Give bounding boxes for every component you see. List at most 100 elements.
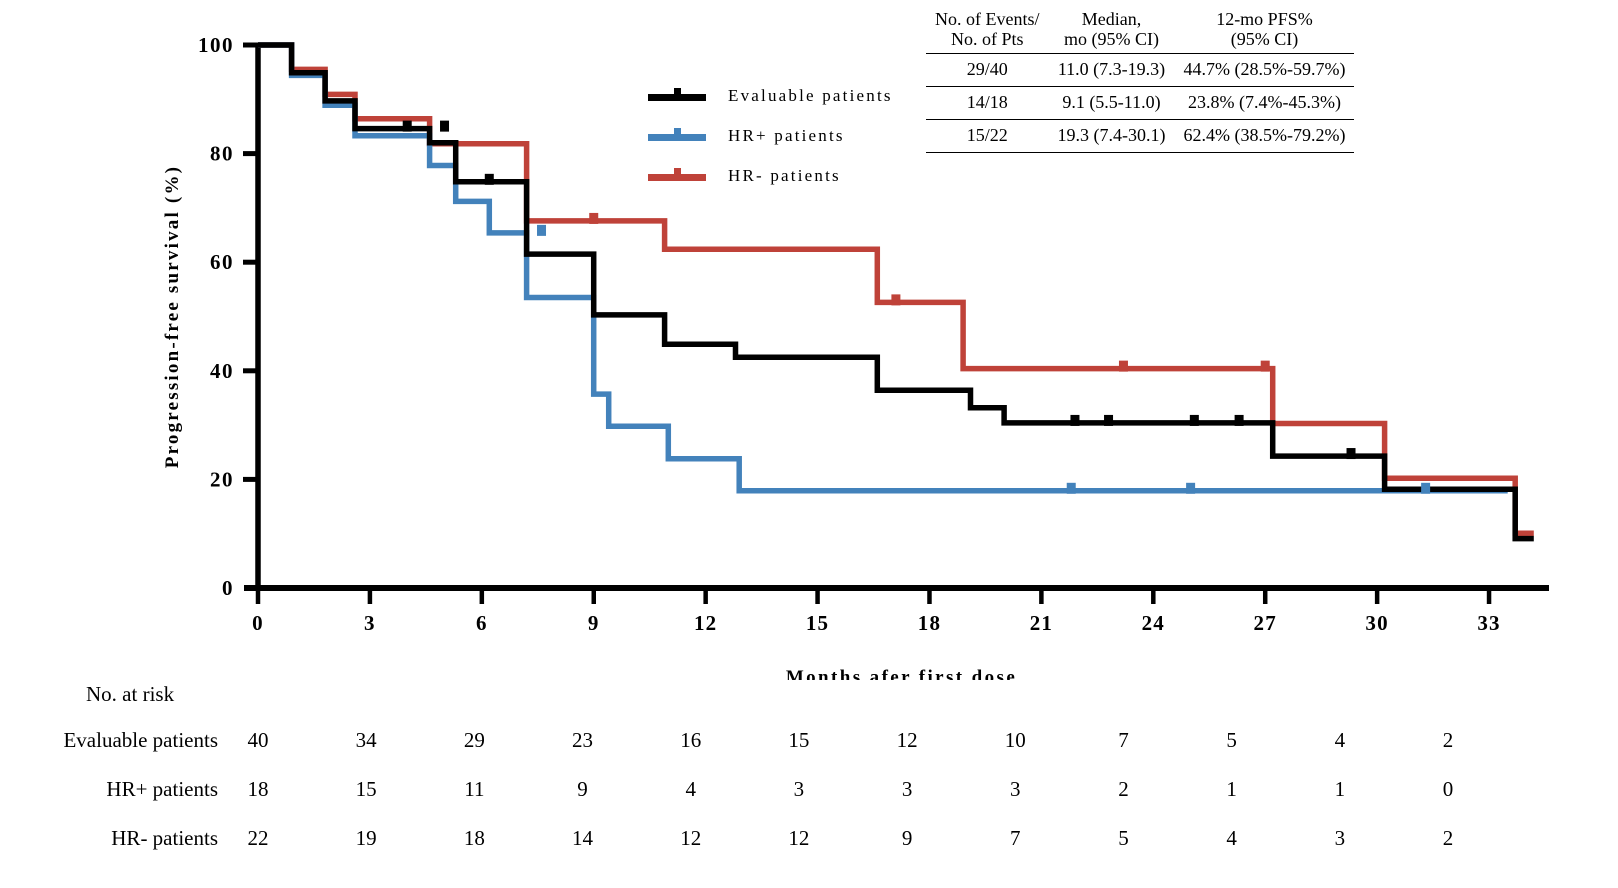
y-tick-label: 40 — [210, 359, 234, 383]
risk-cell: 12 — [896, 728, 918, 752]
censor-tick-2 — [589, 212, 599, 224]
x-tick-label: 18 — [918, 611, 941, 635]
censor-tick-0 — [1189, 414, 1199, 426]
risk-row-label: Evaluable patients — [63, 728, 218, 752]
risk-cell: 29 — [463, 728, 485, 752]
censor-tick-0 — [1070, 414, 1080, 426]
risk-cell: 15 — [788, 728, 810, 752]
cell-pfs12: 23.8% (7.4%-45.3%) — [1187, 92, 1341, 113]
risk-cell: 5 — [1226, 728, 1237, 752]
risk-cell: 10 — [1004, 728, 1026, 752]
risk-cell: 23 — [572, 728, 594, 752]
risk-cell: 4 — [685, 777, 696, 801]
risk-cell: 9 — [901, 826, 913, 850]
x-axis-title: Months afer first dose — [786, 667, 1017, 680]
censor-tick-2 — [891, 294, 901, 306]
risk-row-label: HR- patients — [111, 826, 218, 850]
x-tick-label: 9 — [588, 611, 600, 635]
x-tick-label: 12 — [694, 611, 717, 635]
legend-series-list: Evaluable patients HR+ patients HR- patien… — [648, 76, 918, 196]
legend-item-label: Evaluable patients — [728, 86, 893, 105]
cell-pfs12: 62.4% (38.5%-79.2%) — [1183, 124, 1346, 145]
legend-censor-tick-icon — [674, 88, 681, 101]
risk-cell: 4 — [1334, 728, 1346, 752]
risk-cell: 18 — [463, 826, 485, 850]
cell-events: 29/40 — [966, 59, 1008, 80]
plot-area: 0 20 40 60 80 100 Progression-free survival (%… — [162, 33, 1549, 680]
risk-cell: 2 — [1442, 728, 1454, 752]
risk-cell: 7 — [1010, 826, 1021, 850]
legend-item-0[interactable]: Evaluable patients — [648, 76, 918, 116]
x-tick-label: 6 — [476, 611, 488, 635]
risk-cell: 14 — [572, 826, 594, 850]
y-axis-title: Progression-free survival (%) — [162, 165, 183, 468]
series-line-0 — [258, 42, 1534, 542]
censor-tick-1 — [1066, 482, 1076, 494]
km-survival-chart: 0 20 40 60 80 100 Progression-free survival (%… — [162, 33, 1549, 680]
risk-row-0: Evaluable patients 40 34 29 23 16 15 12 10 7 5 4 2 — [0, 728, 1618, 776]
risk-row-1: HR+ patients 18 15 11 9 4 3 3 3 2 1 1 0 — [0, 777, 1618, 825]
legend-line-swatch-icon — [648, 125, 706, 147]
risk-cell: 3 — [1010, 777, 1021, 801]
x-tick-label: 21 — [1030, 611, 1053, 635]
legend-line-swatch-icon — [648, 85, 706, 107]
number-at-risk-table: No. at risk Evaluable patients 40 34 29 23 16… — [0, 672, 1618, 888]
table-row: 14/18 9.1 (5.5-11.0) 23.8% (7.4%-45.3%) — [926, 87, 1355, 120]
censor-tick-2 — [1260, 360, 1270, 372]
x-tick-label: 33 — [1477, 611, 1500, 635]
risk-cell: 11 — [464, 777, 485, 801]
risk-cell: 2 — [1442, 826, 1454, 850]
x-tick-label: 3 — [364, 611, 376, 635]
risk-cell: 34 — [355, 728, 377, 752]
legend-line-swatch-icon — [648, 165, 706, 187]
risk-cell: 1 — [1226, 777, 1237, 801]
censor-tick-1 — [537, 224, 547, 236]
risk-cell: 22 — [247, 826, 269, 850]
risk-cell: 3 — [793, 777, 805, 801]
x-tick-label: 27 — [1254, 611, 1277, 635]
censor-tick-0 — [1234, 414, 1244, 426]
x-tick-label: 15 — [806, 611, 829, 635]
risk-cell: 2 — [1118, 777, 1129, 801]
stats-header-events: No. of Events/ No. of Pts — [935, 9, 1040, 50]
legend-censor-tick-icon — [674, 128, 681, 141]
legend-item-1[interactable]: HR+ patients — [648, 116, 918, 156]
risk-table-title: No. at risk — [86, 682, 175, 706]
risk-cell: 15 — [355, 777, 377, 801]
risk-cell: 12 — [788, 826, 810, 850]
cell-median: 19.3 (7.4-30.1) — [1057, 124, 1166, 145]
censor-tick-0 — [440, 120, 450, 132]
stats-header-row: No. of Events/ No. of Pts Median, mo (95… — [926, 8, 1355, 54]
risk-cell: 1 — [1334, 777, 1346, 801]
risk-cell: 16 — [680, 728, 702, 752]
risk-row-label: HR+ patients — [106, 777, 218, 801]
risk-cell: 9 — [577, 777, 588, 801]
legend-item-2[interactable]: HR- patients — [648, 156, 918, 196]
risk-cell: 12 — [680, 826, 702, 850]
risk-cell: 7 — [1118, 728, 1129, 752]
y-tick-label: 60 — [210, 250, 234, 274]
table-row: 29/40 11.0 (7.3-19.3) 44.7% (28.5%-59.7%… — [926, 54, 1355, 87]
x-tick-label: 0 — [252, 611, 264, 635]
legend-item-label: HR+ patients — [728, 126, 845, 145]
stats-header-pfs12: 12-mo PFS% (95% CI) — [1216, 9, 1313, 50]
legend-block: Evaluable patients HR+ patients HR- patien… — [648, 8, 1408, 208]
cell-median: 9.1 (5.5-11.0) — [1062, 92, 1161, 113]
y-tick-label: 20 — [210, 467, 234, 491]
censor-tick-1 — [1421, 482, 1431, 494]
cell-pfs12: 44.7% (28.5%-59.7%) — [1183, 59, 1346, 80]
risk-cell: 3 — [1334, 826, 1346, 850]
cell-events: 14/18 — [966, 92, 1008, 113]
stats-header-median: Median, mo (95% CI) — [1063, 9, 1159, 50]
table-row: 15/22 19.3 (7.4-30.1) 62.4% (38.5%-79.2%… — [926, 119, 1355, 153]
legend-censor-tick-icon — [674, 168, 681, 181]
risk-cell: 19 — [355, 826, 377, 850]
censor-tick-0 — [484, 173, 494, 185]
y-tick-label: 100 — [198, 33, 234, 57]
y-tick-label: 80 — [210, 142, 234, 166]
legend-stats-table: No. of Events/ No. of Pts Median, mo (95… — [926, 8, 1355, 153]
risk-row-2: HR- patients 22 19 18 14 12 12 9 7 5 4 3 2 — [0, 826, 1618, 874]
risk-cell: 3 — [901, 777, 913, 801]
x-tick-label: 24 — [1142, 611, 1165, 635]
